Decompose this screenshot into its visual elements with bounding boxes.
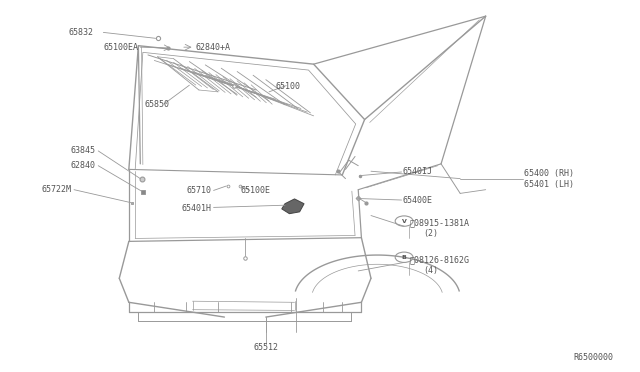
Text: 62840: 62840 — [70, 161, 96, 170]
Text: R6500000: R6500000 — [573, 353, 613, 362]
Text: V: V — [402, 219, 406, 224]
Text: (4): (4) — [423, 266, 438, 275]
Text: 65401H: 65401H — [182, 203, 212, 213]
Text: (2): (2) — [423, 229, 438, 238]
Text: 62840+A: 62840+A — [196, 43, 231, 52]
Text: 65400E: 65400E — [403, 196, 433, 205]
Text: 65401 (LH): 65401 (LH) — [524, 180, 574, 189]
Text: B: B — [402, 255, 406, 260]
Text: 65850: 65850 — [145, 100, 170, 109]
Text: 65100E: 65100E — [241, 186, 270, 195]
Text: 65100EA: 65100EA — [104, 43, 138, 52]
Polygon shape — [282, 199, 304, 214]
Text: 65400 (RH): 65400 (RH) — [524, 169, 574, 177]
Text: ⒲08126-8162G: ⒲08126-8162G — [409, 255, 469, 264]
Text: 65710: 65710 — [187, 186, 212, 195]
Text: 65512: 65512 — [253, 343, 278, 352]
Text: 6540IJ: 6540IJ — [403, 167, 433, 176]
Text: 65722M: 65722M — [42, 185, 72, 194]
Text: 63845: 63845 — [70, 147, 96, 155]
Text: Ⓢ08915-1381A: Ⓢ08915-1381A — [409, 218, 469, 227]
Text: 65100: 65100 — [275, 82, 300, 91]
Text: 65832: 65832 — [68, 28, 94, 37]
